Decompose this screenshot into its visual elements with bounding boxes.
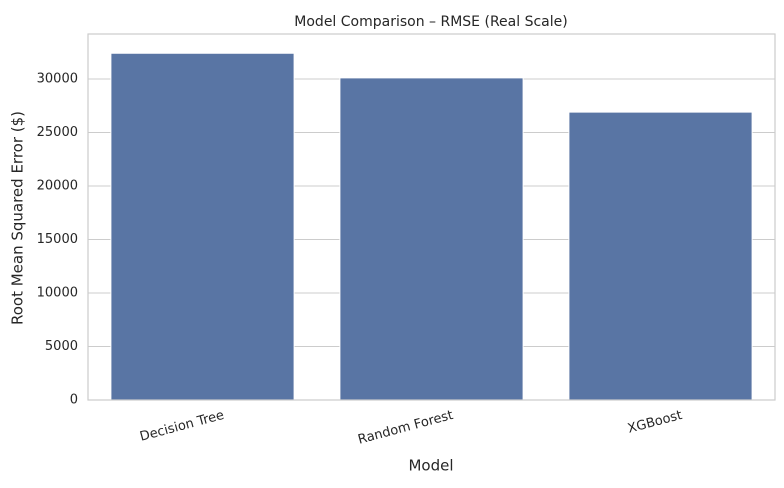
bar xyxy=(110,52,295,401)
x-tick-label: Random Forest xyxy=(356,408,454,448)
bar xyxy=(339,77,524,401)
x-axis-label: Model xyxy=(408,457,453,475)
y-tick-label: 15000 xyxy=(37,232,78,247)
y-tick-label: 10000 xyxy=(37,285,78,300)
plot-border xyxy=(87,33,776,401)
y-tick-label: 25000 xyxy=(37,125,78,140)
x-tick-label: XGBoost xyxy=(626,408,684,437)
y-tick-label: 20000 xyxy=(37,178,78,193)
y-tick-label: 5000 xyxy=(45,339,78,354)
x-tick-labels: Decision Tree Random Forest XGBoost xyxy=(138,408,684,448)
plot-frame xyxy=(87,33,776,401)
bar xyxy=(568,111,753,401)
x-tick-label: Decision Tree xyxy=(138,408,226,445)
y-tick-label: 0 xyxy=(70,393,78,408)
y-tick-label: 30000 xyxy=(37,71,78,86)
bars xyxy=(110,52,753,401)
y-axis-label: Root Mean Squared Error ($) xyxy=(9,111,27,325)
chart-title: Model Comparison – RMSE (Real Scale) xyxy=(294,14,567,30)
y-tick-labels: 0 5000 10000 15000 20000 25000 30000 xyxy=(37,71,78,407)
